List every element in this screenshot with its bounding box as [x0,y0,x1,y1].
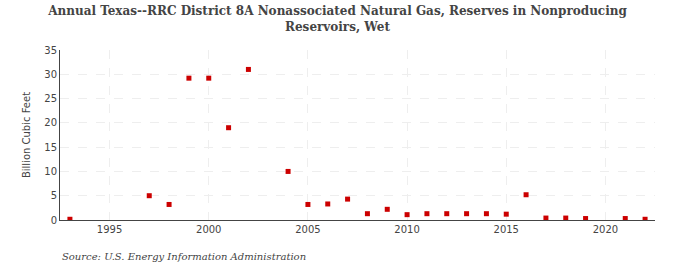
svg-text:35: 35 [44,45,57,56]
svg-text:2020: 2020 [593,224,618,235]
svg-text:Annual Texas--RRC District 8A: Annual Texas--RRC District 8A Nonassocia… [47,4,627,34]
svg-text:20: 20 [44,117,57,128]
svg-text:Source: U.S. Energy Informatio: Source: U.S. Energy Information Administ… [62,251,306,262]
svg-text:2015: 2015 [494,224,519,235]
svg-text:0: 0 [51,215,57,226]
svg-text:2000: 2000 [196,224,221,235]
svg-text:5: 5 [51,190,57,201]
svg-text:30: 30 [44,69,57,80]
svg-text:2005: 2005 [295,224,320,235]
svg-text:15: 15 [44,142,57,153]
svg-text:25: 25 [44,93,57,104]
svg-text:2010: 2010 [394,224,419,235]
svg-text:1995: 1995 [97,224,122,235]
svg-text:Billion Cubic Feet: Billion Cubic Feet [21,92,32,178]
svg-text:10: 10 [44,166,57,177]
